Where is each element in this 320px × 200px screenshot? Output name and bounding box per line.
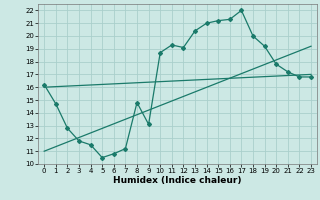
X-axis label: Humidex (Indice chaleur): Humidex (Indice chaleur) [113, 176, 242, 185]
